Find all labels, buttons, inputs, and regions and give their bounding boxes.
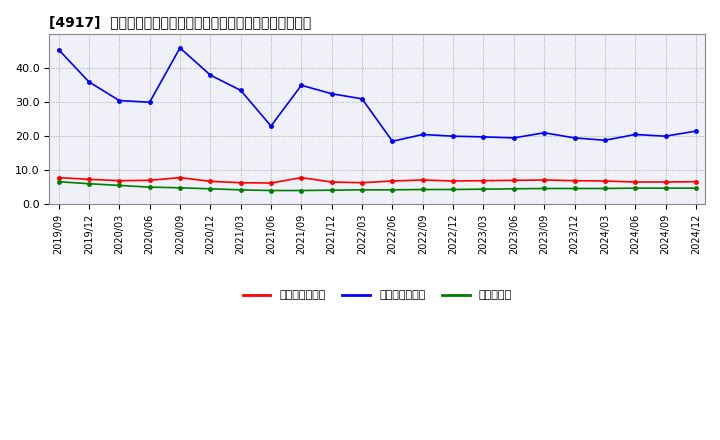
Legend: 売上債権回転率, 買入債務回転率, 在庫回転率: 売上債権回転率, 買入債務回転率, 在庫回転率: [238, 286, 516, 305]
Text: [4917]  売上債権回転率、買入債務回転率、在庫回転率の推移: [4917] 売上債権回転率、買入債務回転率、在庫回転率の推移: [50, 15, 312, 29]
